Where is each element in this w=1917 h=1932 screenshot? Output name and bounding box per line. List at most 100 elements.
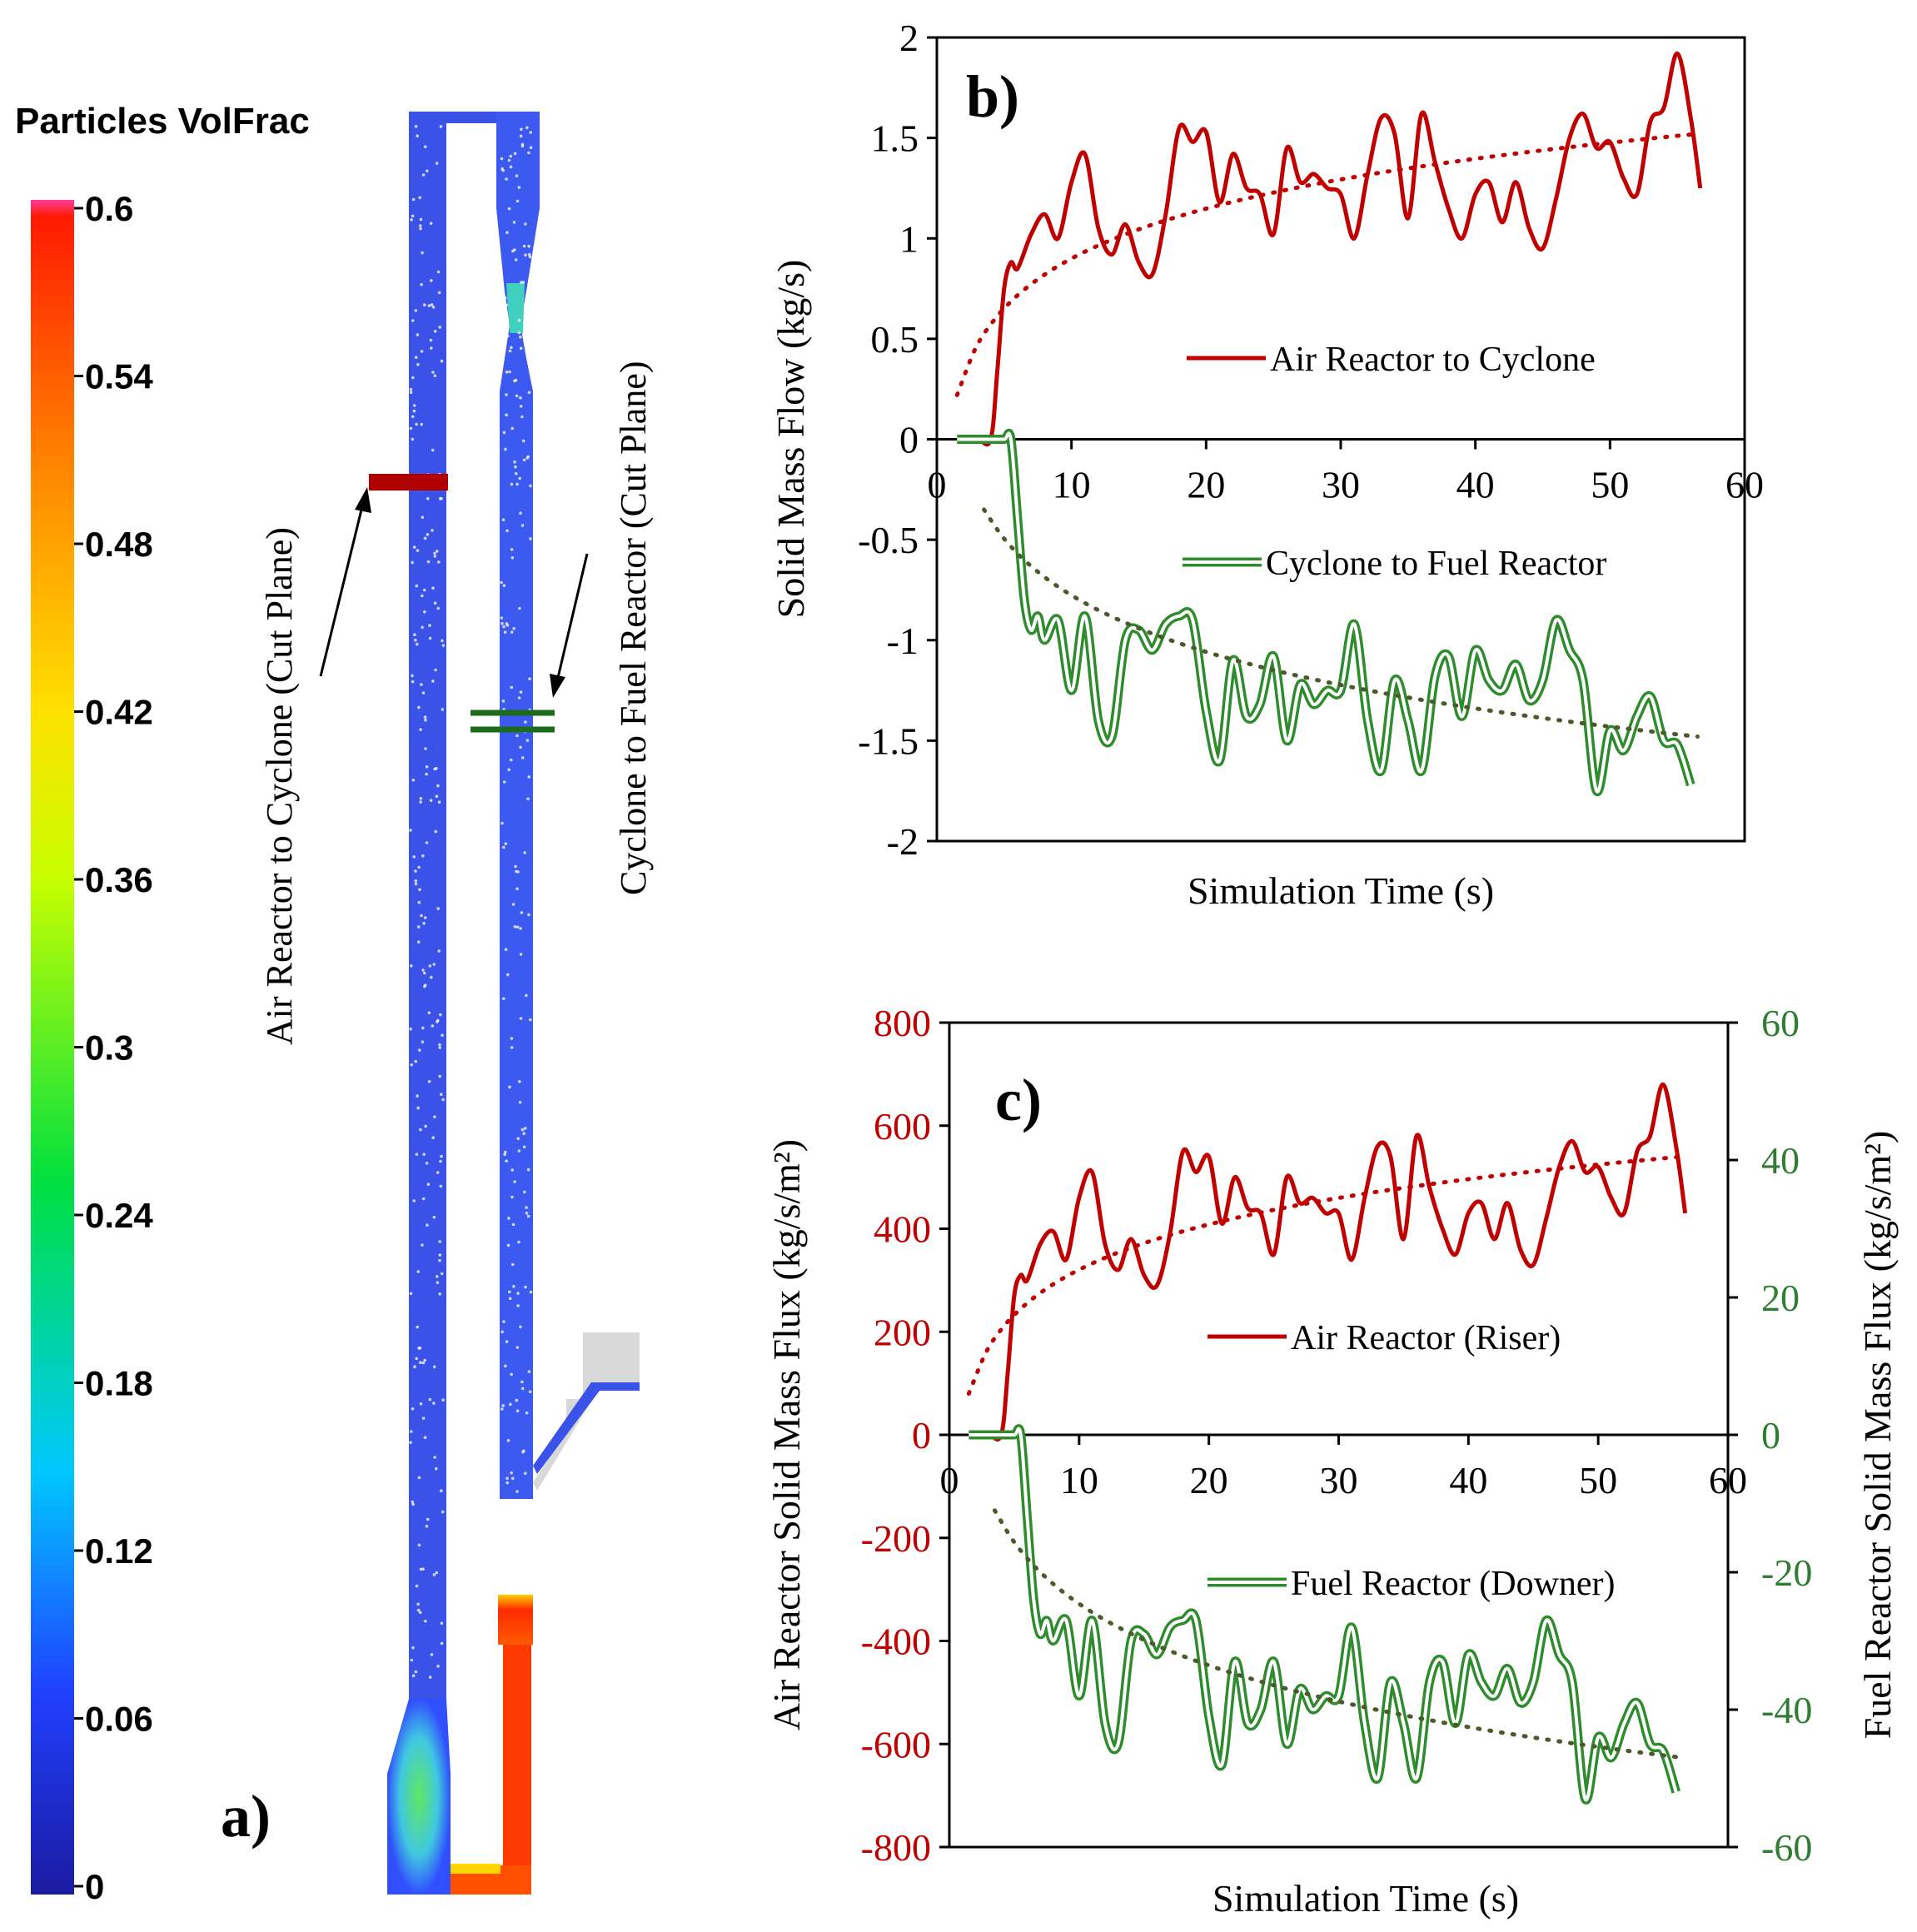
colorbar-title: Particles VolFrac [15, 101, 310, 142]
x-tick-label: 20 [1190, 1459, 1228, 1501]
particle-speckle [505, 1476, 509, 1480]
particle-speckle [519, 1325, 522, 1329]
particle-speckle [528, 677, 531, 680]
particle-speckle [421, 515, 425, 519]
particle-speckle [425, 772, 428, 776]
particle-speckle [433, 601, 437, 605]
particle-speckle [439, 1184, 443, 1188]
particle-speckle [409, 1027, 413, 1031]
particle-speckle [509, 154, 513, 158]
particle-speckle [438, 497, 442, 500]
particle-speckle [426, 533, 430, 536]
particle-speckle [421, 1197, 426, 1201]
particle-speckle [510, 630, 514, 634]
particle-speckle [418, 224, 422, 227]
particle-speckle [416, 940, 421, 944]
particle-speckle [514, 1542, 517, 1546]
particle-speckle [410, 1658, 414, 1662]
particle-speckle [510, 346, 513, 350]
particle-speckle [415, 422, 418, 426]
particle-speckle [526, 797, 530, 801]
particle-speckle [426, 1183, 431, 1186]
particle-speckle [502, 584, 506, 587]
particle-speckle [439, 125, 443, 128]
particle-speckle [527, 1370, 531, 1373]
particle-speckle [425, 841, 429, 844]
particle-speckle [441, 1510, 445, 1514]
particle-speckle [520, 911, 524, 914]
particle-speckle [417, 865, 421, 869]
particle-speckle [525, 334, 529, 338]
particle-speckle [438, 1258, 441, 1262]
particle-speckle [519, 396, 522, 400]
legend-label: Cyclone to Fuel Reactor [1266, 545, 1606, 583]
air-reactor-bottom [387, 1699, 451, 1895]
particle-speckle [514, 1506, 518, 1509]
particle-speckle [520, 1380, 524, 1384]
particle-speckle [507, 768, 510, 772]
air-cut-arrow [319, 502, 365, 677]
particle-speckle [505, 1481, 509, 1485]
x-tick-label: 0 [928, 464, 947, 506]
particle-speckle [412, 545, 416, 549]
series-line [968, 1082, 1688, 1442]
x-tick-label: 40 [1456, 464, 1495, 506]
particle-speckle [434, 1466, 438, 1471]
y-tick-label: -0.5 [858, 519, 919, 561]
particle-speckle [529, 146, 533, 149]
particle-speckle [441, 708, 445, 711]
fuel-reactor-top-bed [498, 1595, 533, 1645]
particle-speckle [519, 745, 522, 749]
particle-speckle [410, 964, 413, 968]
particle-speckle [524, 1471, 527, 1475]
particle-speckle [511, 1262, 515, 1267]
particle-speckle [436, 1275, 439, 1278]
particle-speckle [419, 1361, 422, 1364]
particle-speckle [500, 616, 504, 620]
particle-speckle [409, 1441, 412, 1444]
particle-speckle [409, 426, 413, 431]
particle-speckle [523, 1190, 526, 1194]
particle-speckle [505, 529, 509, 533]
particle-speckle [508, 349, 512, 353]
colorbar-tick-label: 0.48 [85, 525, 153, 564]
fuel-cut-arrowhead [550, 674, 565, 698]
panel-a: Particles VolFrac 0.6 0.54 0.48 0.42 0.36 0.3… [15, 101, 654, 1906]
particle-speckle [419, 728, 422, 731]
particle-speckle [510, 482, 514, 486]
particle-speckle [515, 394, 519, 398]
particle-speckle [429, 338, 433, 342]
particle-speckle [425, 1162, 429, 1165]
particle-speckle [515, 887, 519, 891]
particle-speckle [516, 1304, 520, 1307]
legend-c: Air Reactor (Riser) Fuel Reactor (Downer) [1207, 1319, 1616, 1603]
particle-speckle [419, 800, 423, 804]
particle-speckle [416, 362, 420, 366]
particle-speckle [411, 1502, 415, 1506]
x-tick-label: 60 [1725, 464, 1764, 506]
particle-speckle [522, 458, 526, 462]
particle-speckle [502, 845, 505, 849]
colorbar-tick-label: 0.6 [85, 189, 133, 228]
particle-speckle [513, 925, 517, 929]
particle-speckle [425, 765, 429, 769]
particle-speckle [519, 511, 522, 515]
particle-speckle [421, 625, 424, 630]
particle-speckle [526, 1522, 530, 1526]
particle-speckle [500, 821, 504, 825]
x-tick-label: 10 [1060, 1459, 1098, 1501]
particle-speckle [423, 983, 427, 987]
particle-speckle [437, 949, 441, 953]
particle-speckle [432, 1365, 436, 1369]
particle-speckle [510, 1037, 514, 1040]
particle-speckle [519, 1525, 522, 1528]
particle-speckle [411, 680, 415, 684]
particle-speckle [509, 758, 513, 762]
particle-speckle [417, 705, 421, 710]
particle-speckle [420, 350, 424, 353]
particle-speckle [522, 244, 526, 248]
particle-speckle [502, 625, 505, 629]
particle-speckle [416, 1602, 420, 1606]
particle-speckle [519, 346, 523, 351]
particle-speckle [514, 258, 518, 261]
